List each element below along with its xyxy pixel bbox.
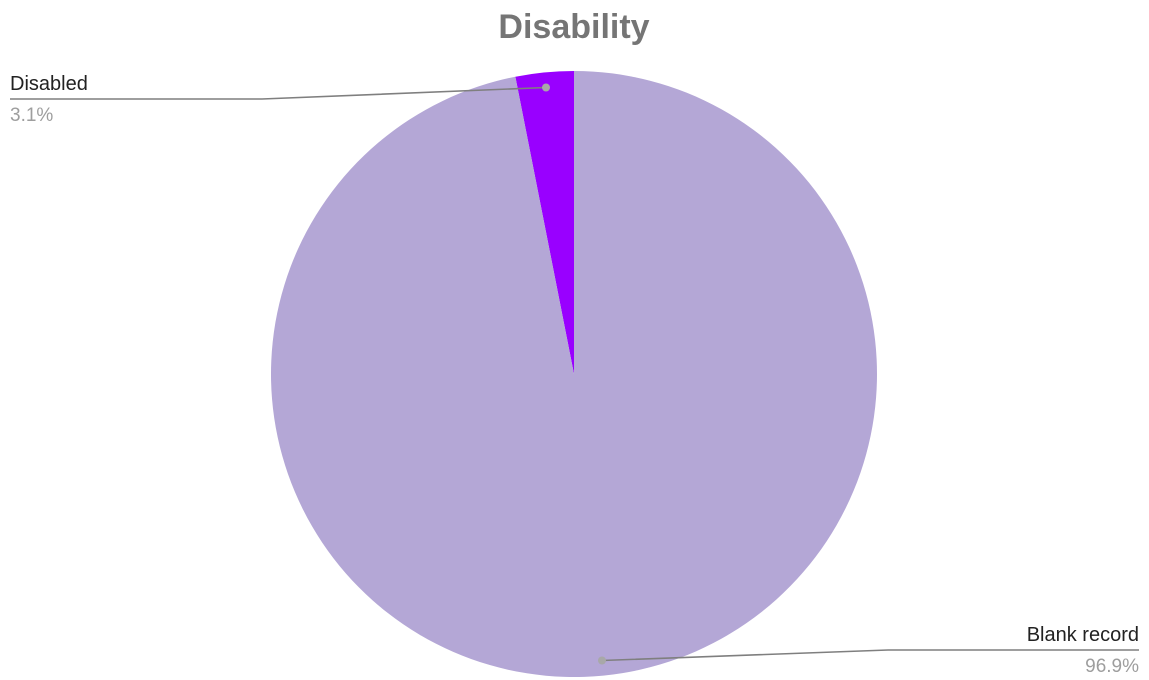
slice-labels: Disabled 3.1% Blank record 96.9% <box>10 73 1139 677</box>
leader-dot-disabled <box>542 83 550 92</box>
slice-value-blank-record: 96.9% <box>1085 656 1139 677</box>
leader-dot-blank-record <box>598 656 606 665</box>
pie-slice-disabled <box>515 71 574 374</box>
chart-title: Disability <box>498 8 649 46</box>
slice-label-disabled: Disabled <box>10 73 88 95</box>
pie-slices <box>270 71 877 678</box>
leader-line-blank-record <box>601 649 1139 662</box>
slice-value-disabled: 3.1% <box>10 105 53 126</box>
leader-line-disabled <box>10 86 547 100</box>
pie-slice-blank-record <box>270 71 877 678</box>
slice-label-blank-record: Blank record <box>1027 624 1139 646</box>
